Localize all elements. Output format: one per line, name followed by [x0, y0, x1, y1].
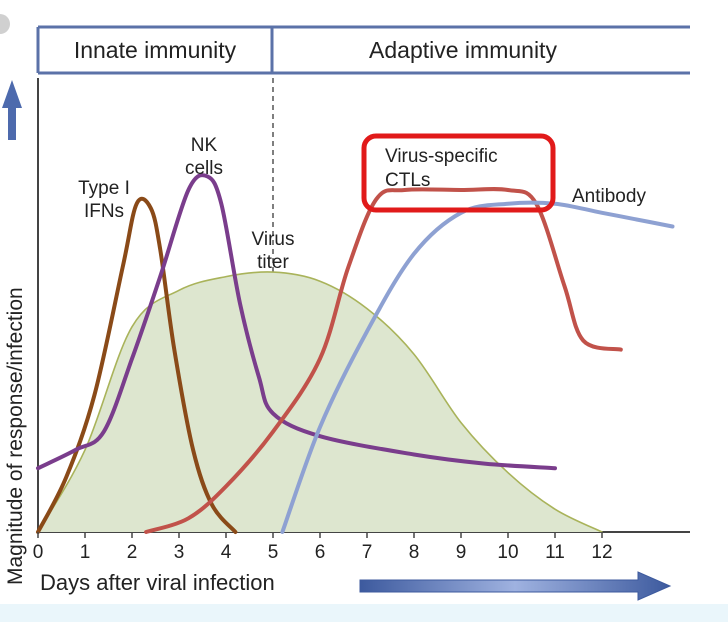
- x-tick-label-10: 10: [497, 542, 518, 563]
- x-tick-label-12: 12: [591, 542, 612, 563]
- series-line-type-i-ifns: [36, 196, 238, 534]
- label-nk-cells-line1: NK: [191, 135, 218, 156]
- x-tick-label-9: 9: [456, 542, 467, 563]
- x-ticks: 0 1 2 3 4 5 6 7 8 9 10 11 12: [33, 532, 613, 563]
- ctl-highlight-box: [361, 133, 556, 213]
- series-line-nk-cells: [36, 173, 557, 471]
- label-type-i-ifns-line2: IFNs: [84, 201, 124, 222]
- label-type-i-ifns-line1: Type I: [78, 178, 130, 199]
- series-area-virus-titer: [38, 271, 602, 532]
- x-tick-label-6: 6: [315, 542, 326, 563]
- x-tick-label-3: 3: [174, 542, 185, 563]
- phase-label-innate: Innate immunity: [74, 37, 237, 63]
- series-layer: [36, 173, 675, 534]
- y-axis-label: Magnitude of response/infection: [4, 287, 27, 585]
- label-antibody: Antibody: [572, 186, 646, 207]
- series-line-virus-titer: [37, 271, 603, 533]
- phase-label-adaptive: Adaptive immunity: [369, 37, 557, 63]
- bottom-strip: [0, 604, 728, 622]
- label-nk-cells-line2: cells: [185, 158, 223, 179]
- phase-header: Innate immunity Adaptive immunity: [36, 25, 690, 75]
- x-tick-label-11: 11: [545, 542, 565, 563]
- x-axis-arrow: [359, 571, 672, 601]
- series-line-antibody: [280, 200, 675, 534]
- corner-marker: [0, 14, 10, 34]
- curve-labels: Type I IFNs NK cells Virus titer Virus-s…: [78, 133, 646, 273]
- x-tick-label-2: 2: [127, 542, 138, 563]
- y-axis-title: Magnitude of response/infection: [2, 80, 27, 585]
- label-ctls-line1: Virus-specific: [385, 146, 498, 167]
- x-tick-label-7: 7: [362, 542, 373, 563]
- x-tick-label-8: 8: [409, 542, 420, 563]
- series-line-virus-specific-ctls: [144, 186, 623, 534]
- label-ctls-line2: CTLs: [385, 170, 430, 191]
- x-axis-title: Days after viral infection: [40, 570, 672, 601]
- x-axis-label: Days after viral infection: [40, 570, 275, 595]
- x-tick-label-1: 1: [80, 542, 91, 563]
- x-tick-label-0: 0: [33, 542, 44, 563]
- label-virus-titer-line2: titer: [257, 252, 289, 273]
- x-tick-label-5: 5: [268, 542, 279, 563]
- label-virus-titer-line1: Virus: [252, 229, 295, 250]
- y-axis-arrow: [2, 80, 22, 140]
- x-tick-label-4: 4: [221, 542, 232, 563]
